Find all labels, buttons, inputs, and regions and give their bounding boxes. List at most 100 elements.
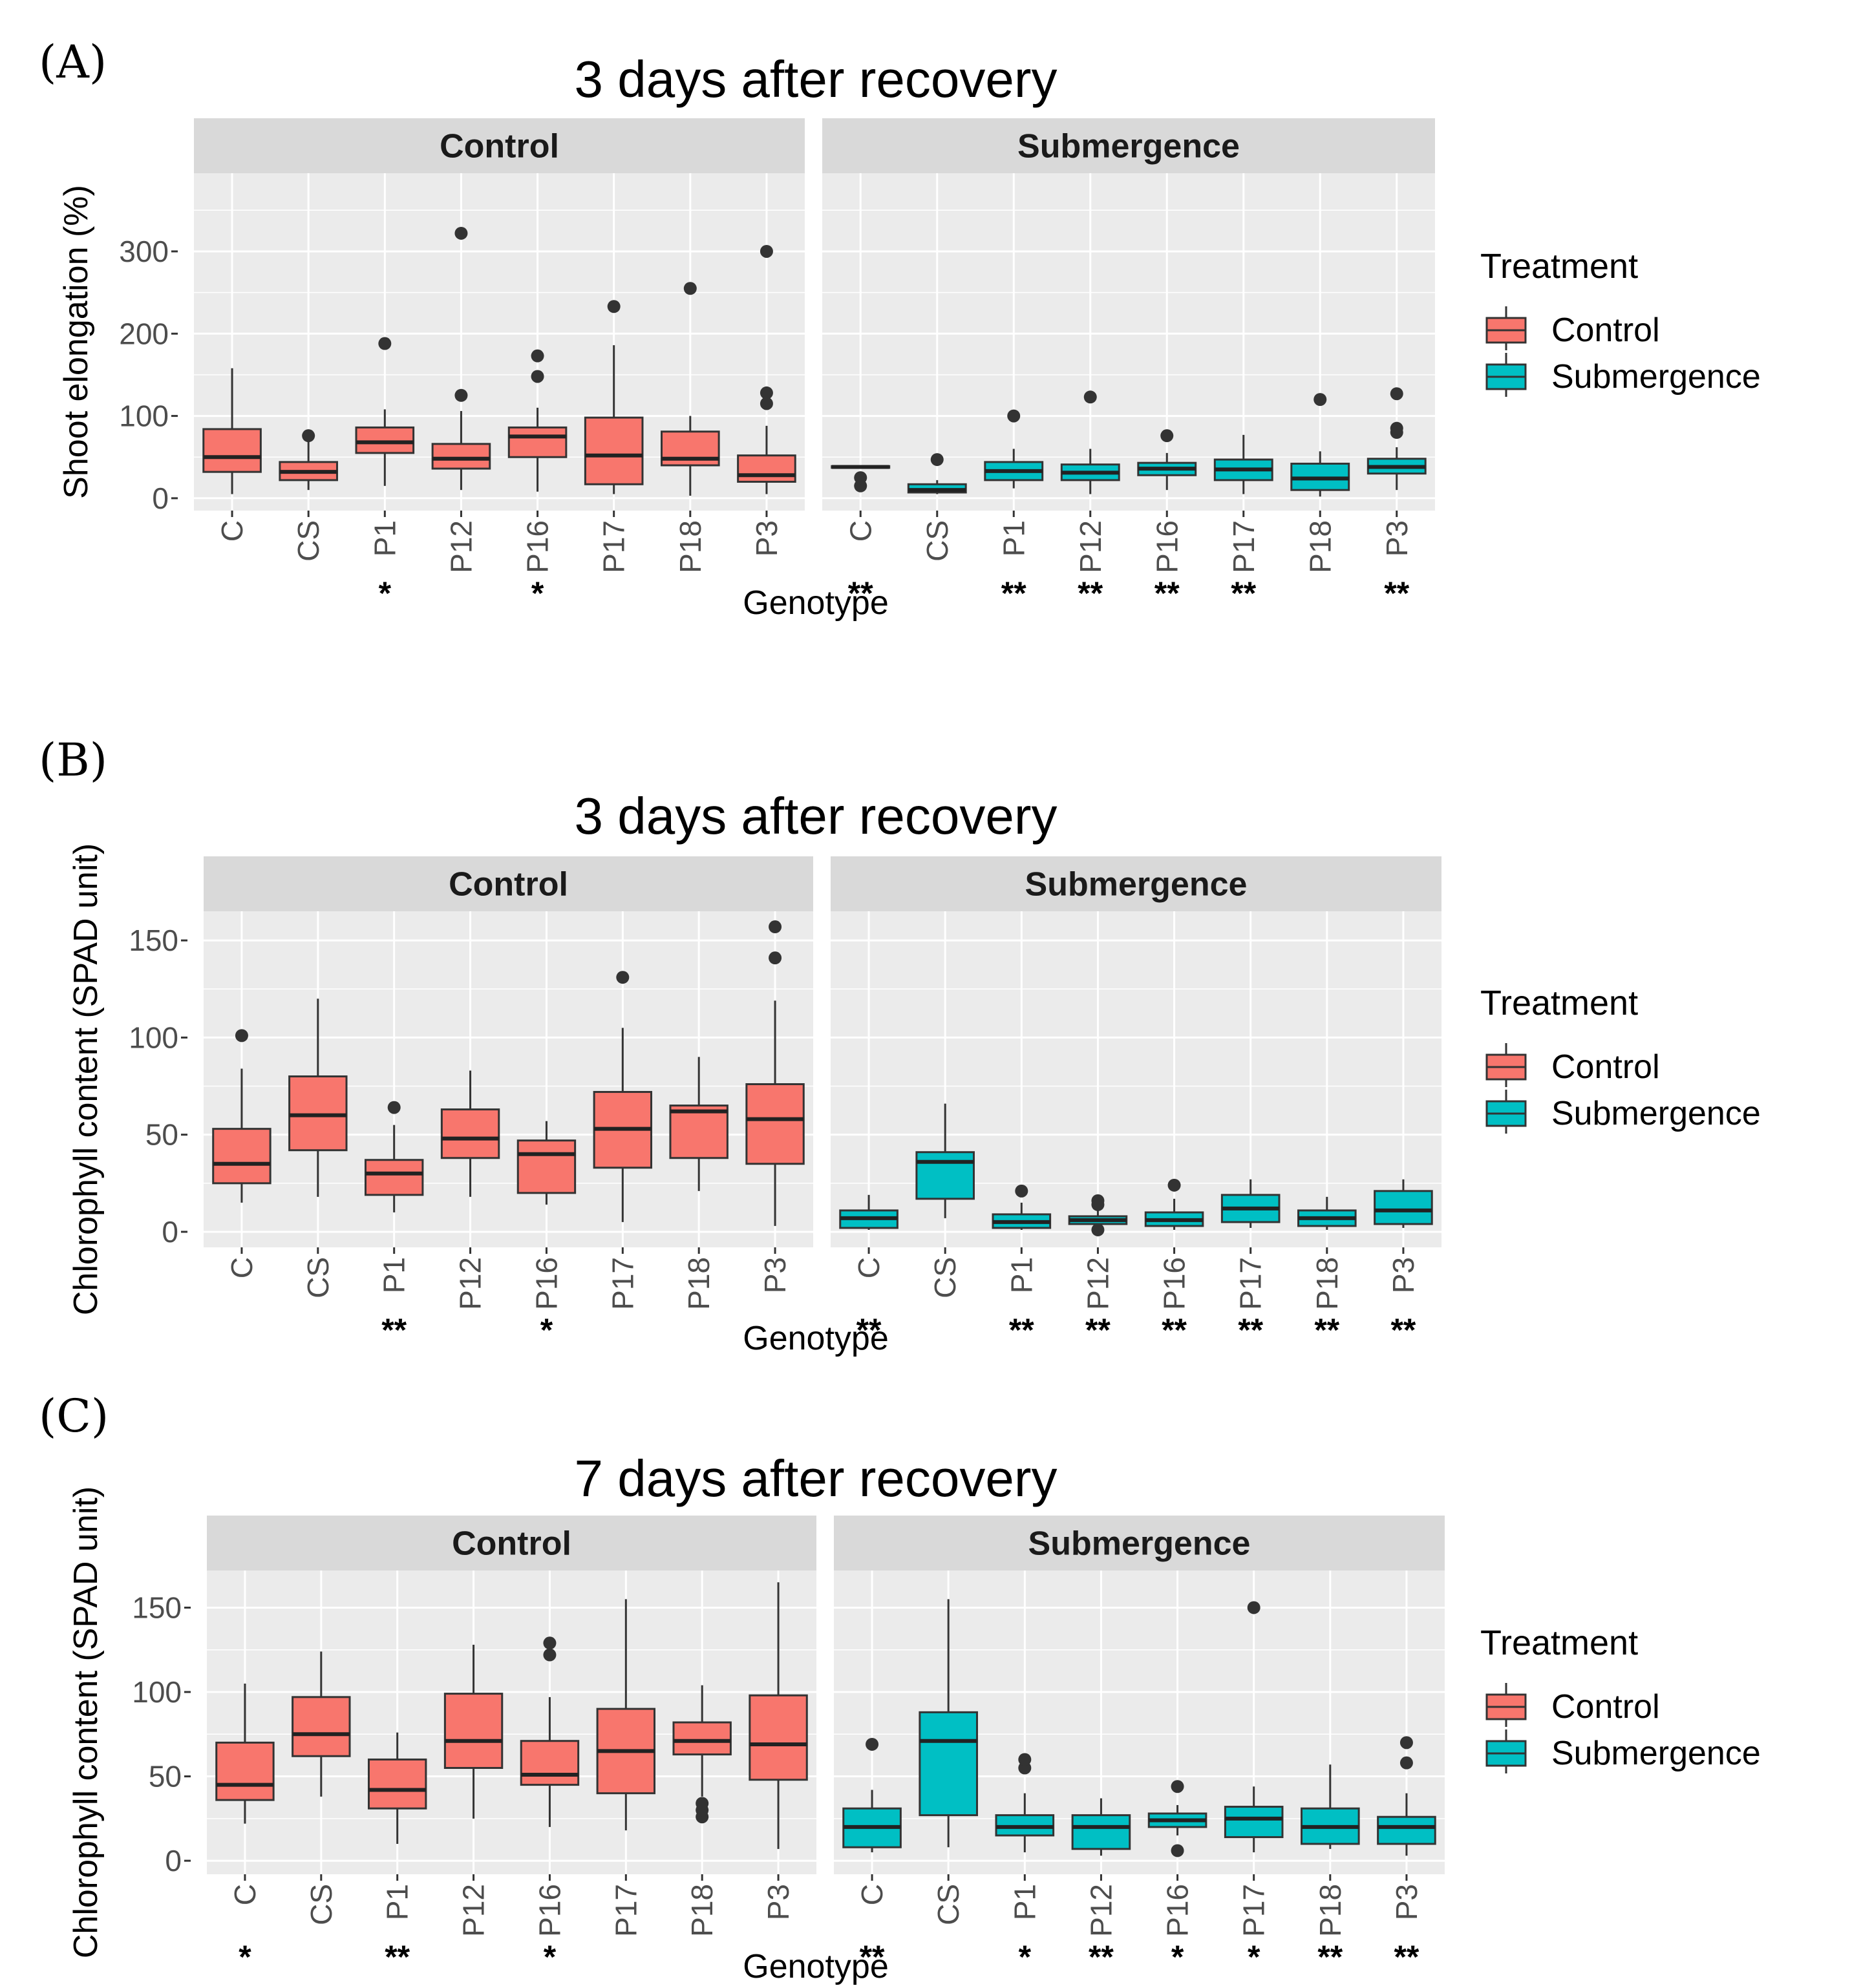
significance-marker: ** bbox=[1001, 575, 1026, 611]
significance-marker: ** bbox=[1317, 1939, 1343, 1975]
box-c bbox=[215, 1683, 275, 1824]
outlier-point bbox=[1167, 1178, 1181, 1192]
y-tick-label: 100 bbox=[119, 399, 169, 433]
box-p12 bbox=[1068, 1194, 1128, 1236]
significance-marker: ** bbox=[860, 1939, 885, 1975]
box-p3 bbox=[749, 1582, 808, 1849]
outlier-point bbox=[1247, 1601, 1260, 1614]
box-p16 bbox=[507, 349, 568, 492]
x-tick-label: C bbox=[215, 520, 249, 542]
y-axis-title: Chlorophyll content (SPAD unit) bbox=[67, 843, 105, 1315]
x-tick-label: P17 bbox=[1227, 520, 1260, 573]
outlier-point bbox=[454, 226, 468, 240]
x-tick-label: P1 bbox=[368, 520, 401, 556]
box-p18 bbox=[669, 1057, 728, 1191]
outlier-point bbox=[760, 386, 773, 399]
box-p16 bbox=[1137, 429, 1197, 491]
x-tick-label: P12 bbox=[1081, 1257, 1114, 1310]
x-tick-label: P18 bbox=[1303, 520, 1337, 573]
box-p1 bbox=[992, 1184, 1052, 1230]
box-p1 bbox=[367, 1732, 427, 1844]
box-p18 bbox=[672, 1685, 732, 1824]
x-tick-label: P17 bbox=[1234, 1257, 1268, 1310]
significance-marker: ** bbox=[1154, 575, 1180, 611]
legend: Treatment Control Submergence bbox=[1480, 984, 1761, 1134]
legend-label: Submergence bbox=[1551, 1095, 1761, 1132]
panel-label: (A) bbox=[39, 36, 107, 89]
x-tick-label: P18 bbox=[682, 1257, 716, 1310]
outlier-point bbox=[1171, 1780, 1184, 1793]
outlier-point bbox=[1018, 1753, 1032, 1766]
outlier-point bbox=[696, 1797, 709, 1810]
box-p12 bbox=[431, 226, 491, 491]
legend-label: Control bbox=[1551, 312, 1660, 349]
x-tick-label: P18 bbox=[685, 1884, 719, 1937]
facet-strip-label: Control bbox=[452, 1525, 571, 1563]
facet-strip-label: Submergence bbox=[1028, 1525, 1251, 1563]
x-tick-label: P12 bbox=[444, 520, 478, 573]
x-tick-label: C bbox=[844, 520, 877, 542]
chart-title: 7 days after recovery bbox=[575, 1450, 1058, 1507]
x-tick-label: P18 bbox=[1310, 1257, 1344, 1310]
box-body bbox=[516, 1139, 577, 1194]
box-body bbox=[443, 1693, 504, 1769]
box-p3 bbox=[1367, 387, 1427, 491]
outlier-point bbox=[1399, 1756, 1413, 1770]
box-p18 bbox=[1297, 1196, 1357, 1230]
facet-strip-label: Submergence bbox=[1017, 128, 1240, 165]
outlier-point bbox=[302, 429, 315, 443]
y-tick-label: 0 bbox=[165, 1844, 182, 1877]
facet-control: Control C CS P1 ** P12 P16* P17 P18 P3 bbox=[204, 856, 813, 1348]
outlier-point bbox=[531, 370, 544, 383]
x-tick-label: P1 bbox=[1008, 1884, 1041, 1920]
facet-strip-label: Control bbox=[449, 866, 568, 904]
significance-marker: ** bbox=[1384, 575, 1409, 611]
box-cs bbox=[915, 1103, 975, 1218]
x-tick-label: P3 bbox=[758, 1257, 792, 1293]
significance-marker: * bbox=[531, 575, 544, 611]
box-body bbox=[1377, 1815, 1436, 1845]
outlier-point bbox=[543, 1636, 557, 1650]
outlier-point bbox=[769, 951, 782, 965]
x-tick-label: P3 bbox=[750, 520, 783, 556]
outlier-point bbox=[531, 349, 544, 363]
box-body bbox=[292, 1696, 351, 1757]
y-tick-label: 150 bbox=[129, 924, 178, 957]
x-axis-title: Genotype bbox=[743, 1948, 889, 1985]
box-cs bbox=[288, 999, 348, 1197]
outlier-point bbox=[1313, 393, 1327, 407]
x-axis-title: Genotype bbox=[743, 584, 889, 622]
x-tick-label: P16 bbox=[1161, 1884, 1195, 1937]
y-tick-label: 100 bbox=[129, 1020, 178, 1054]
outlier-point bbox=[1007, 409, 1021, 423]
outlier-point bbox=[607, 300, 621, 313]
y-axis-title: Chlorophyll content (SPAD unit) bbox=[67, 1486, 105, 1958]
box-body bbox=[1071, 1814, 1131, 1850]
x-tick-label: P12 bbox=[1084, 1884, 1118, 1937]
x-tick-label: P17 bbox=[1237, 1884, 1271, 1937]
significance-marker: * bbox=[1019, 1939, 1032, 1975]
panel-label: (B) bbox=[39, 734, 107, 787]
box-p16 bbox=[1144, 1178, 1204, 1230]
chart-title: 3 days after recovery bbox=[575, 50, 1058, 108]
legend: Treatment Control Submergence bbox=[1480, 247, 1761, 397]
box-p1 bbox=[995, 1753, 1055, 1853]
x-tick-label: P17 bbox=[597, 520, 631, 573]
outlier-point bbox=[235, 1029, 248, 1042]
box-p12 bbox=[443, 1644, 504, 1819]
significance-marker: ** bbox=[1162, 1312, 1187, 1348]
x-tick-label: P18 bbox=[1313, 1884, 1347, 1937]
y-tick-label: 0 bbox=[152, 481, 169, 515]
x-tick-label: P12 bbox=[1074, 520, 1107, 573]
significance-marker: * bbox=[1248, 1939, 1260, 1975]
panel-label: (C) bbox=[39, 1390, 109, 1443]
outlier-point bbox=[1399, 1736, 1413, 1750]
box-body bbox=[431, 443, 491, 470]
x-tick-label: P1 bbox=[381, 1884, 414, 1920]
box-cs bbox=[907, 453, 967, 494]
